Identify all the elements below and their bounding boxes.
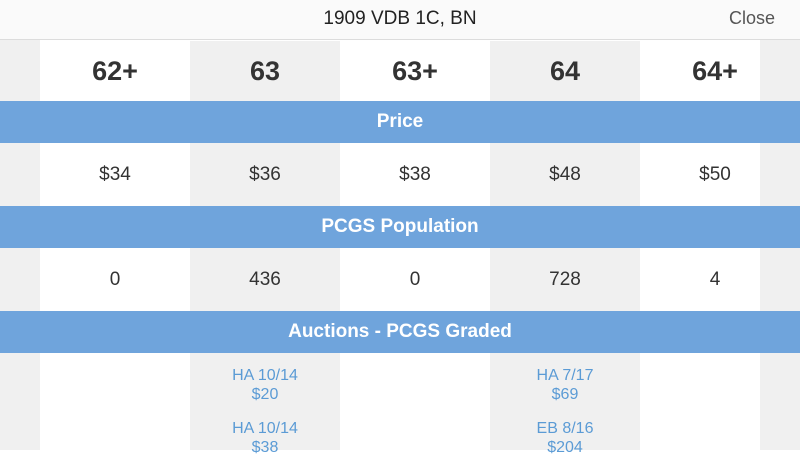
auction-cell [640, 353, 790, 450]
population-cell: 0 [409, 269, 421, 290]
grade-cell: 63 [190, 41, 340, 101]
price-cell: $50 [699, 164, 731, 185]
price-section-header: Price [0, 101, 800, 143]
auction-house-date: HA 10/14 [232, 367, 298, 384]
population-cell: 728 [490, 248, 640, 311]
close-button[interactable]: Close [728, 8, 775, 28]
page-title: 1909 VDB 1C, BN [323, 8, 477, 29]
auction-price: $69 [551, 386, 579, 403]
auction-record-link[interactable]: HA 7/17 $69 [490, 366, 640, 404]
price-cell: $38 [399, 164, 431, 185]
population-row: 0 436 0 728 4 [0, 248, 800, 311]
auction-record-link[interactable]: HA 10/14 $20 [190, 366, 340, 404]
grade-cell: 64+ [692, 56, 738, 86]
price-cell: $48 [490, 143, 640, 206]
price-cell: $36 [190, 143, 340, 206]
price-cell: $34 [99, 164, 131, 185]
navigation-bar: 1909 VDB 1C, BN Close [0, 0, 800, 40]
auction-record-link[interactable]: HA 10/14 $38 [190, 419, 340, 457]
population-cell: 436 [190, 248, 340, 311]
auction-cell: HA 7/17 $69 EB 8/16 $204 [490, 353, 640, 456]
price-row: $34 $36 $38 $48 $50 [0, 143, 800, 206]
grade-cell: 62+ [92, 56, 138, 86]
grade-cell: 63+ [392, 56, 438, 86]
auction-cell: HA 10/14 $20 HA 10/14 $38 [190, 353, 340, 456]
population-cell: 4 [709, 269, 721, 290]
auction-price: $38 [251, 439, 279, 456]
auction-price: $204 [547, 439, 583, 456]
auction-price: $20 [251, 386, 279, 403]
population-cell: 0 [109, 269, 121, 290]
auction-house-date: HA 7/17 [536, 367, 594, 384]
grade-header-row: 62+ 63 63+ 64 64+ [0, 41, 800, 101]
auctions-row: HA 10/14 $20 HA 10/14 $38 HA 7/17 $69 EB… [0, 353, 800, 456]
auction-house-date: HA 10/14 [232, 420, 298, 437]
auction-cell [340, 353, 490, 450]
auction-record-link[interactable]: EB 8/16 $204 [490, 419, 640, 457]
auction-cell [40, 353, 190, 450]
auctions-section-header: Auctions - PCGS Graded [0, 311, 800, 353]
population-section-header: PCGS Population [0, 206, 800, 248]
grade-cell: 64 [490, 41, 640, 101]
auction-house-date: EB 8/16 [536, 420, 594, 437]
